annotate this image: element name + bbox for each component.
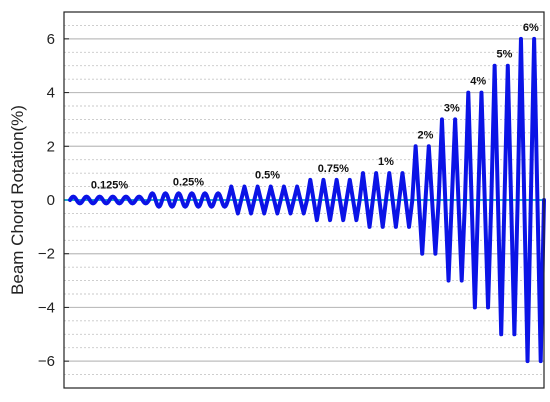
amplitude-label: 4% (470, 76, 486, 88)
y-tick-label: −4 (38, 299, 55, 316)
amplitude-label: 0.25% (173, 176, 204, 188)
amplitude-label: 6% (523, 22, 539, 34)
amplitude-label: 1% (378, 156, 394, 168)
amplitude-label: 3% (444, 102, 460, 114)
amplitude-label: 5% (497, 49, 513, 61)
y-tick-label: 4 (47, 85, 55, 102)
y-tick-label: −2 (38, 246, 55, 263)
plot-frame (63, 11, 545, 389)
y-axis-ticks: 6 4 2 0 −2 −4 −6 (38, 31, 69, 370)
y-axis-label: Beam Chord Rotation(%) (8, 105, 27, 295)
y-tick-label: 0 (47, 192, 55, 209)
amplitude-label: 0.75% (318, 163, 349, 175)
y-tick-label: 2 (47, 138, 55, 155)
amplitude-label: 0.5% (255, 170, 280, 182)
y-tick-label: −6 (38, 353, 55, 370)
y-tick-label: 6 (47, 31, 55, 48)
amplitude-label: 0.125% (91, 180, 129, 192)
amplitude-label: 2% (418, 129, 434, 141)
series-line (68, 36, 546, 364)
amplitude-labels: 0.125% 0.25% 0.5% 0.75% 1% 2% 3% 4% 5% 6% (91, 22, 539, 192)
